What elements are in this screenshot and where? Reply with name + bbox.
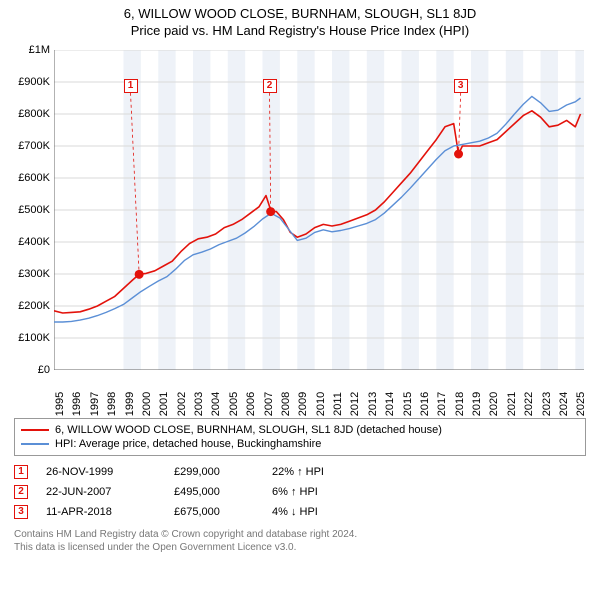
x-axis-label: 1998 <box>106 392 118 416</box>
x-axis-label: 1995 <box>54 392 66 416</box>
event-marker: 1 <box>124 79 138 93</box>
event-marker: 2 <box>263 79 277 93</box>
event-index: 1 <box>14 465 28 479</box>
x-axis-label: 2000 <box>141 392 153 416</box>
chart-subtitle: Price paid vs. HM Land Registry's House … <box>10 23 590 38</box>
legend-label: HPI: Average price, detached house, Buck… <box>55 438 321 450</box>
chart-area: £0 £100K £200K £300K £400K £500K £600K £700K £80… <box>10 42 590 412</box>
legend-swatch <box>21 429 49 431</box>
x-axis-label: 2003 <box>193 392 205 416</box>
x-axis-label: 2004 <box>210 392 222 416</box>
event-date: 22-JUN-2007 <box>46 486 156 498</box>
events-table: 1 26-NOV-1999 £299,000 22% ↑ HPI 2 22-JUN-200… <box>14 462 586 522</box>
x-axis-label: 2006 <box>245 392 257 416</box>
legend: 6, WILLOW WOOD CLOSE, BURNHAM, SLOUGH, S… <box>14 418 586 456</box>
x-axis-label: 2022 <box>523 392 535 416</box>
x-axis-label: 2008 <box>280 392 292 416</box>
x-axis-label: 1999 <box>124 392 136 416</box>
legend-swatch <box>21 443 49 445</box>
event-price: £299,000 <box>174 466 254 478</box>
y-axis-label: £700K <box>10 140 50 152</box>
x-axis-label: 2009 <box>297 392 309 416</box>
y-axis-label: £300K <box>10 268 50 280</box>
x-axis-label: 2019 <box>471 392 483 416</box>
x-axis-label: 2017 <box>436 392 448 416</box>
x-axis-label: 2020 <box>488 392 500 416</box>
event-delta: 22% ↑ HPI <box>272 466 382 478</box>
x-axis-label: 2010 <box>315 392 327 416</box>
x-axis-label: 1996 <box>71 392 83 416</box>
x-axis-label: 2018 <box>454 392 466 416</box>
x-axis-label: 2011 <box>332 392 344 416</box>
legend-item: 6, WILLOW WOOD CLOSE, BURNHAM, SLOUGH, S… <box>21 423 579 437</box>
event-date: 11-APR-2018 <box>46 506 156 518</box>
y-axis-label: £400K <box>10 236 50 248</box>
event-marker: 3 <box>454 79 468 93</box>
x-axis-label: 2023 <box>541 392 553 416</box>
event-price: £675,000 <box>174 506 254 518</box>
y-axis-label: £0 <box>10 364 50 376</box>
y-axis-label: £500K <box>10 204 50 216</box>
x-axis-label: 2002 <box>176 392 188 416</box>
x-axis-label: 2025 <box>575 392 587 416</box>
event-delta: 6% ↑ HPI <box>272 486 382 498</box>
x-axis-label: 2012 <box>349 392 361 416</box>
y-axis-label: £100K <box>10 332 50 344</box>
footer-line: Contains HM Land Registry data © Crown c… <box>14 528 586 541</box>
x-axis-label: 2014 <box>384 392 396 416</box>
legend-label: 6, WILLOW WOOD CLOSE, BURNHAM, SLOUGH, S… <box>55 424 442 436</box>
footer: Contains HM Land Registry data © Crown c… <box>14 528 586 554</box>
footer-line: This data is licensed under the Open Gov… <box>14 541 586 554</box>
event-row: 2 22-JUN-2007 £495,000 6% ↑ HPI <box>14 482 586 502</box>
event-date: 26-NOV-1999 <box>46 466 156 478</box>
x-axis-label: 2007 <box>263 392 275 416</box>
x-axis-label: 1997 <box>89 392 101 416</box>
event-index: 2 <box>14 485 28 499</box>
event-row: 1 26-NOV-1999 £299,000 22% ↑ HPI <box>14 462 586 482</box>
x-axis-label: 2013 <box>367 392 379 416</box>
x-axis-label: 2005 <box>228 392 240 416</box>
plot: 1 2 3 <box>54 50 584 370</box>
x-axis-label: 2016 <box>419 392 431 416</box>
x-axis-label: 2001 <box>158 392 170 416</box>
chart-title: 6, WILLOW WOOD CLOSE, BURNHAM, SLOUGH, S… <box>10 6 590 21</box>
chart-titles: 6, WILLOW WOOD CLOSE, BURNHAM, SLOUGH, S… <box>10 6 590 38</box>
y-axis-label: £600K <box>10 172 50 184</box>
legend-item: HPI: Average price, detached house, Buck… <box>21 437 579 451</box>
x-axis-label: 2024 <box>558 392 570 416</box>
y-axis-label: £900K <box>10 76 50 88</box>
x-axis-label: 2015 <box>402 392 414 416</box>
y-axis-label: £800K <box>10 108 50 120</box>
event-delta: 4% ↓ HPI <box>272 506 382 518</box>
x-axis-label: 2021 <box>506 392 518 416</box>
event-row: 3 11-APR-2018 £675,000 4% ↓ HPI <box>14 502 586 522</box>
event-index: 3 <box>14 505 28 519</box>
y-axis-label: £1M <box>10 44 50 56</box>
y-axis-label: £200K <box>10 300 50 312</box>
event-price: £495,000 <box>174 486 254 498</box>
